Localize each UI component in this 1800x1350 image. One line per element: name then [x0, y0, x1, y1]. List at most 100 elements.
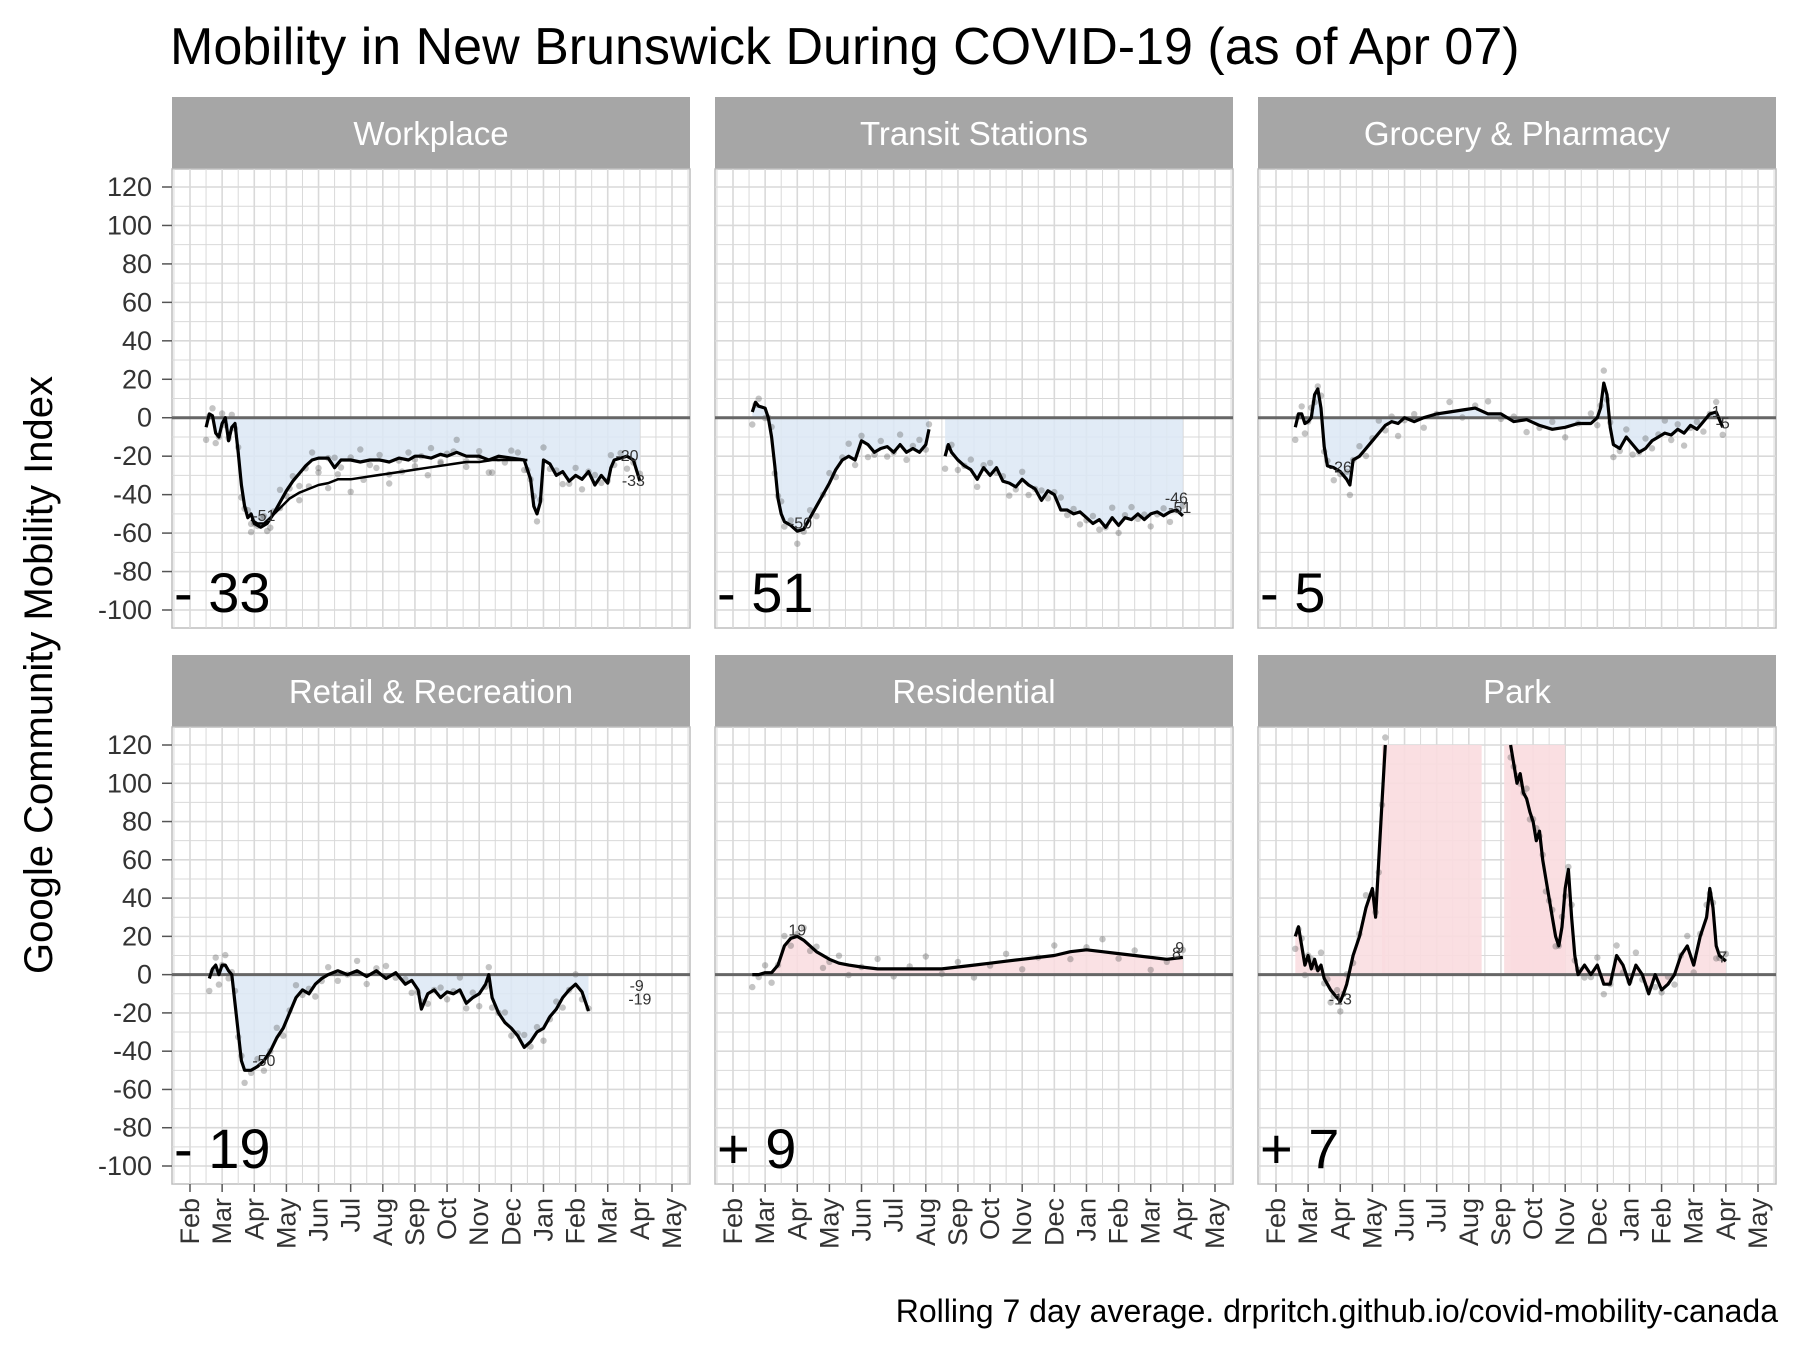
data-point	[1713, 955, 1720, 962]
summary-value: + 7	[1260, 1117, 1339, 1180]
data-point	[1057, 494, 1065, 501]
x-tick-label: Jun	[847, 1198, 877, 1242]
data-point	[1420, 424, 1428, 431]
x-tick-label: Nov	[1550, 1198, 1580, 1247]
data-point	[598, 479, 605, 487]
x-tick-label: Feb	[561, 1198, 591, 1245]
data-point	[617, 449, 624, 457]
data-point	[260, 512, 268, 520]
data-point	[1131, 947, 1138, 954]
data-point	[874, 955, 881, 963]
panel-strip	[715, 655, 1233, 727]
value-label: -50	[252, 1053, 275, 1070]
data-point	[315, 469, 322, 476]
value-label: -9	[630, 978, 644, 995]
data-point	[578, 486, 586, 493]
x-tick-label: Mar	[1136, 1198, 1166, 1245]
data-point	[488, 469, 496, 476]
value-label: -51	[1168, 500, 1191, 517]
x-tick-label: Apr	[1325, 1198, 1355, 1240]
plot-content	[172, 405, 690, 536]
x-tick-label: Feb	[1104, 1198, 1134, 1245]
data-point	[508, 447, 515, 454]
y-tick-label: -60	[113, 518, 152, 548]
panel-title: Residential	[892, 673, 1055, 710]
data-point	[1623, 426, 1630, 433]
data-point	[209, 405, 216, 412]
y-tick-label: 100	[107, 768, 152, 798]
x-tick-label: Feb	[175, 1198, 205, 1245]
data-point	[1337, 1008, 1344, 1015]
x-tick-label: Mar	[1679, 1198, 1709, 1245]
data-point	[1549, 418, 1556, 425]
plot-content	[715, 395, 1233, 547]
data-point	[1642, 435, 1649, 442]
summary-value: + 9	[717, 1117, 796, 1180]
panel-transit-stations: Transit Stations -50 -46-51 - 51	[714, 97, 1234, 629]
y-tick-label: 80	[122, 807, 152, 837]
data-point	[1147, 523, 1154, 530]
data-point	[986, 459, 994, 467]
x-tick-label: May	[1357, 1198, 1387, 1250]
data-point	[851, 461, 859, 469]
data-point	[1330, 477, 1338, 484]
data-point	[1616, 447, 1624, 455]
data-point	[202, 436, 210, 443]
x-tick-label: Mar	[593, 1198, 623, 1245]
x-tick-label: Apr	[1168, 1198, 1198, 1240]
data-point	[1089, 512, 1097, 520]
x-tick-label: Dec	[1582, 1198, 1612, 1246]
data-point	[315, 464, 322, 472]
value-label: -5	[1716, 416, 1730, 433]
series-area	[1295, 745, 1386, 1002]
data-point	[1362, 892, 1370, 899]
value-label: 19	[788, 923, 806, 940]
data-point	[1051, 942, 1058, 949]
data-point	[1562, 434, 1569, 441]
data-point	[1693, 418, 1701, 425]
panel-strip	[1258, 97, 1776, 169]
data-point	[1099, 936, 1106, 943]
value-label: -50	[789, 516, 812, 533]
y-tick-label: 80	[122, 249, 152, 279]
gridlines	[172, 727, 690, 1184]
data-point	[331, 454, 338, 461]
data-point	[485, 469, 492, 476]
data-point	[241, 1079, 248, 1087]
data-point	[222, 951, 229, 959]
data-point	[373, 464, 380, 472]
x-tick-label: May	[814, 1198, 844, 1250]
value-label: 1	[1712, 404, 1721, 421]
series-area	[209, 965, 589, 1071]
data-point	[357, 446, 364, 453]
data-point	[877, 437, 884, 445]
data-point	[1160, 505, 1167, 512]
value-label: -20	[615, 448, 638, 465]
series-area	[206, 413, 640, 528]
value-label: -46	[1165, 491, 1188, 508]
data-point	[1680, 442, 1688, 449]
series-line	[1293, 744, 1387, 1003]
data-point	[1684, 932, 1691, 940]
x-tick-label: Oct	[432, 1198, 462, 1241]
data-point	[1594, 954, 1601, 961]
data-point	[1700, 428, 1707, 435]
x-tick-label: Feb	[718, 1198, 748, 1245]
data-point	[559, 480, 566, 488]
data-point	[1629, 451, 1636, 458]
value-label: 9	[1175, 940, 1184, 957]
data-point	[276, 486, 284, 493]
y-tick-label: -80	[113, 557, 152, 587]
x-tick-label: Jun	[304, 1198, 334, 1242]
y-tick-label: 120	[107, 172, 152, 202]
data-point	[1044, 495, 1052, 502]
y-tick-label: 60	[122, 287, 152, 317]
data-point	[800, 924, 807, 931]
data-point	[1600, 991, 1608, 998]
data-point	[591, 471, 599, 479]
gridlines	[1258, 727, 1776, 1184]
x-tick-label: Aug	[911, 1198, 941, 1246]
data-point	[533, 1023, 541, 1031]
data-point	[260, 1067, 268, 1074]
